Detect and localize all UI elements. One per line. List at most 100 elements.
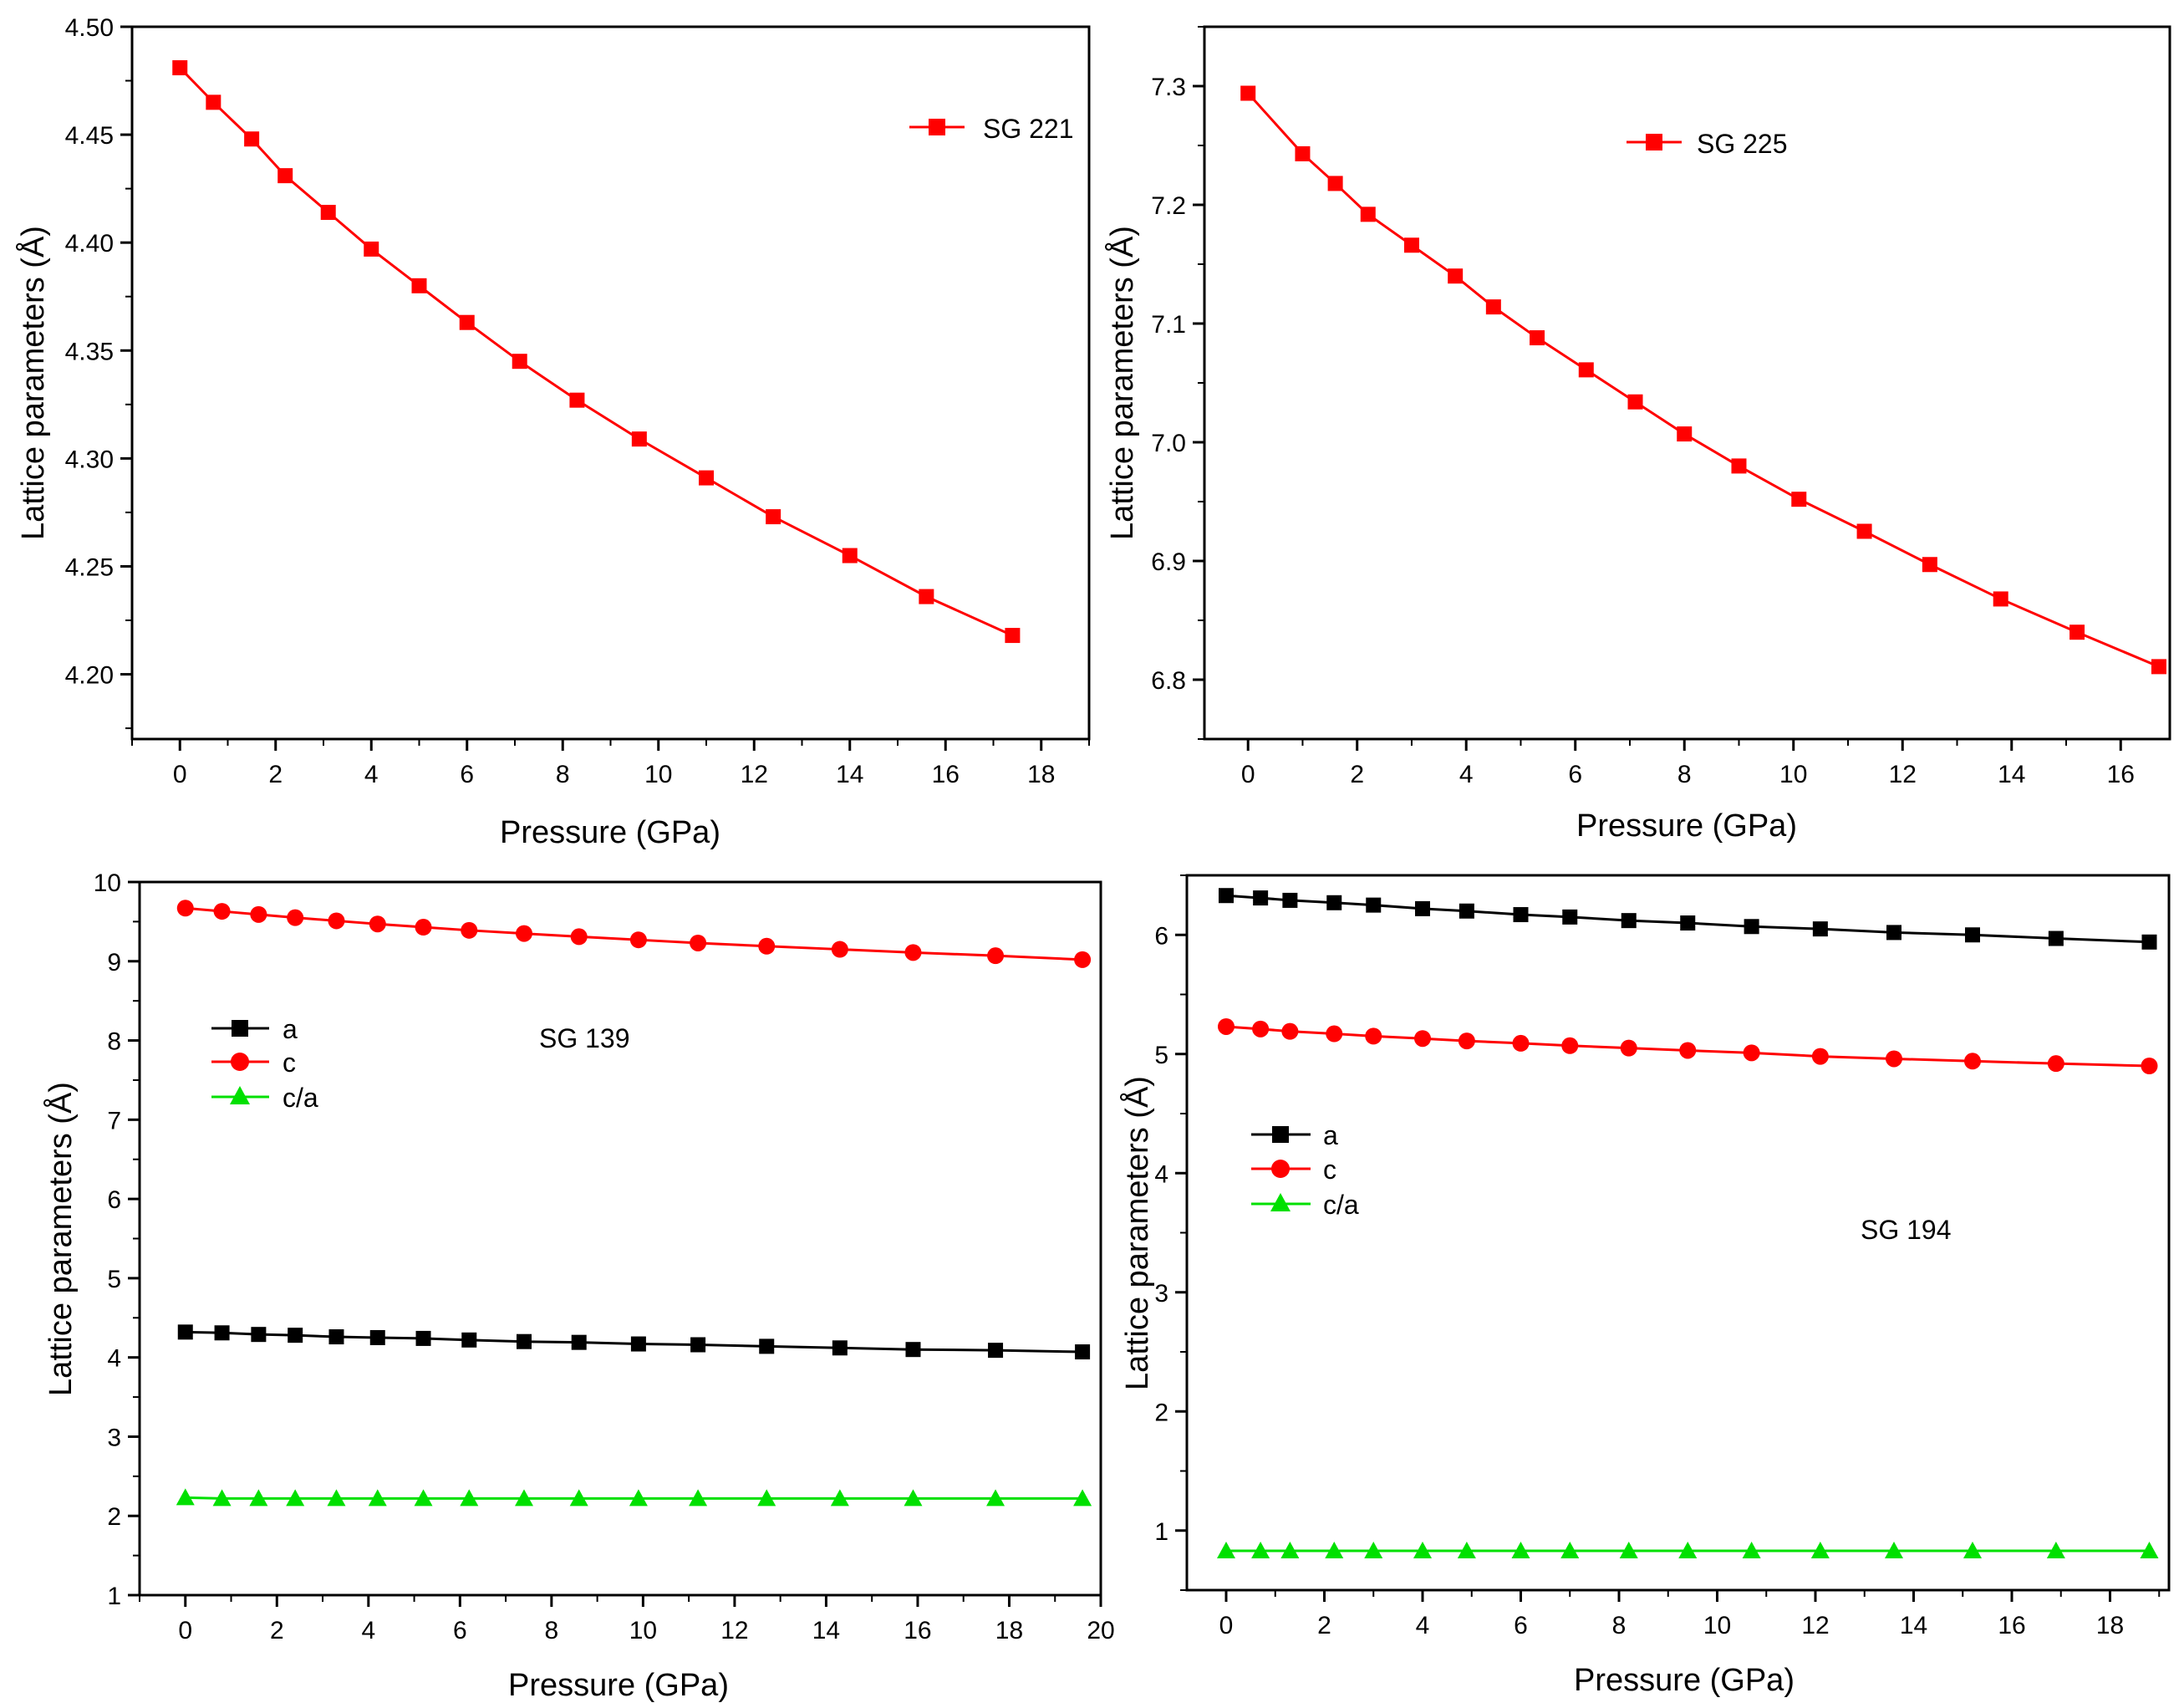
data-point (2046, 1541, 2065, 1558)
data-point (1922, 557, 1937, 573)
data-point (1812, 921, 1828, 937)
data-point (571, 1334, 587, 1350)
data-point (459, 314, 475, 330)
data-point (569, 392, 585, 408)
data-point (842, 548, 858, 563)
y-axis: 6.8 6.9 7.0 7.1 7.2 7.3 (1151, 26, 1204, 740)
legend-marker (1272, 1126, 1289, 1143)
data-point (1560, 1541, 1580, 1558)
panel-sg221: 0 2 4 6 8 10 12 14 16 18 4.20 4.25 4.30 4.35 4.40 4.45… (14, 14, 1091, 850)
data-point (1731, 458, 1747, 474)
data-point (1742, 1541, 1761, 1558)
data-point (415, 1330, 431, 1346)
data-point (2141, 1058, 2158, 1074)
y-tick-label: 3 (107, 1424, 121, 1451)
y-tick-label: 6 (1154, 922, 1168, 950)
data-point (214, 1325, 230, 1341)
data-point (414, 1489, 433, 1507)
panel-annotation: SG 139 (539, 1023, 630, 1053)
x-tick-label: 16 (1998, 1612, 2025, 1639)
x-tick-label: 4 (361, 1617, 375, 1644)
plot-area (1217, 888, 2159, 1558)
x-axis-label: Pressure (GPa) (1574, 1663, 1795, 1698)
data-point (1530, 330, 1545, 346)
y-tick-label: 2 (107, 1503, 121, 1531)
data-point (1252, 1020, 1270, 1038)
data-point (1280, 1541, 1300, 1558)
legend: a c c/a (1251, 1120, 1359, 1220)
data-point (1679, 1042, 1697, 1059)
panel-annotation: SG 194 (1861, 1215, 1952, 1245)
data-point (1457, 1541, 1476, 1558)
data-point (1415, 900, 1430, 916)
y-tick-label: 4.45 (65, 122, 114, 150)
y-axis: 1 2 3 4 5 6 7 8 9 10 (94, 869, 140, 1610)
data-point (177, 1324, 193, 1340)
data-point (904, 944, 922, 961)
data-point (570, 928, 588, 946)
y-tick-label: 4.50 (65, 14, 114, 42)
x-tick-label: 20 (1087, 1617, 1114, 1644)
x-tick-label: 10 (1703, 1612, 1731, 1639)
x-tick-label: 8 (1677, 761, 1692, 788)
y-tick-label: 8 (107, 1028, 121, 1056)
data-point (415, 919, 432, 936)
data-point (757, 1489, 776, 1507)
x-tick-label: 2 (1350, 761, 1364, 788)
data-point (287, 909, 304, 926)
x-tick-label: 4 (364, 761, 379, 788)
data-point (758, 937, 776, 955)
data-point (1886, 925, 1901, 941)
data-point (1856, 523, 1872, 539)
y-tick-label: 2 (1154, 1399, 1168, 1426)
data-point (1281, 1022, 1299, 1040)
data-point (569, 1489, 588, 1507)
y-axis-label: Lattice parameters (Å) (1103, 226, 1140, 540)
plot-area (176, 900, 1092, 1507)
x-tick-label: 10 (644, 761, 672, 788)
data-point (986, 1489, 1005, 1507)
data-point (1621, 913, 1637, 929)
y-axis: 1 2 3 4 5 6 (1154, 874, 1187, 1591)
data-point (1413, 1541, 1432, 1558)
x-tick-label: 6 (460, 761, 474, 788)
plot-area (172, 60, 1021, 644)
y-tick-label: 4.30 (65, 446, 114, 473)
data-point (832, 1340, 848, 1356)
x-tick-label: 14 (836, 761, 863, 788)
data-point (212, 1489, 232, 1507)
data-point (831, 941, 848, 958)
x-tick-label: 18 (1027, 761, 1055, 788)
data-point (1811, 1048, 1829, 1065)
data-point (904, 1489, 923, 1507)
data-point (1965, 927, 1980, 943)
legend-label: c/a (1323, 1190, 1359, 1220)
data-point (328, 1329, 344, 1345)
y-tick-label: 6 (107, 1186, 121, 1214)
data-point (461, 1332, 477, 1348)
data-point (690, 934, 707, 951)
y-tick-label: 9 (107, 949, 121, 976)
data-point (1963, 1541, 1982, 1558)
data-point (830, 1489, 849, 1507)
x-tick-label: 4 (1459, 761, 1474, 788)
y-tick-label: 5 (107, 1266, 121, 1293)
data-point (1253, 890, 1269, 906)
x-tick-label: 12 (1801, 1612, 1829, 1639)
data-point (1511, 1541, 1530, 1558)
y-tick-label: 4.25 (65, 553, 114, 581)
data-point (2047, 1055, 2064, 1073)
x-axis: 0 2 4 6 8 10 12 14 16 18 (131, 739, 1090, 788)
data-point (759, 1338, 775, 1354)
data-point (1561, 1037, 1579, 1054)
legend: SG 225 (1627, 129, 1788, 159)
data-point (251, 1327, 267, 1343)
x-axis-label: Pressure (GPa) (508, 1668, 729, 1703)
x-tick-label: 10 (629, 1617, 657, 1644)
data-point (1282, 892, 1298, 908)
x-tick-label: 12 (720, 1617, 748, 1644)
series-line-SG 221 (179, 67, 1014, 637)
legend-marker (230, 1086, 250, 1104)
legend-marker (231, 1053, 249, 1071)
